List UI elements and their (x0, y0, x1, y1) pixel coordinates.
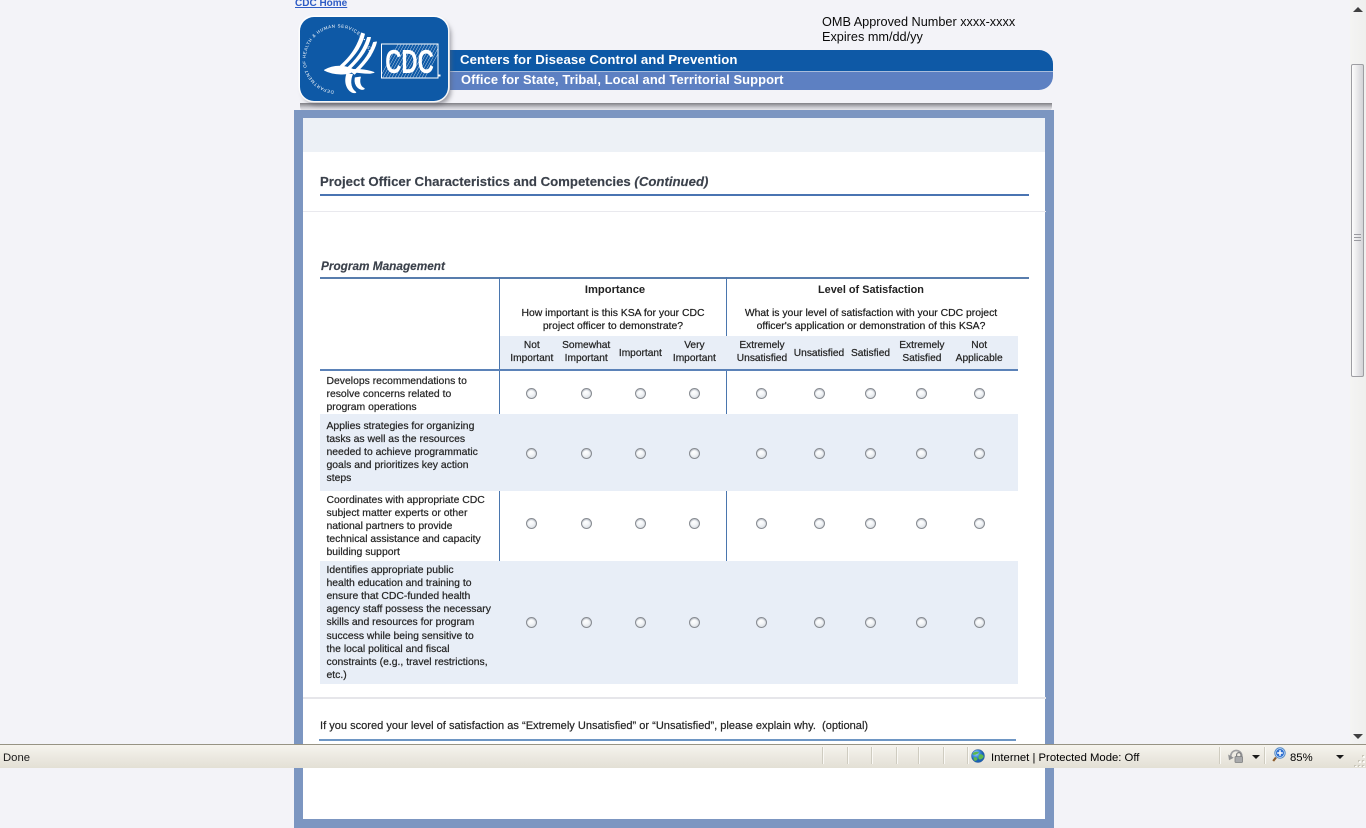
svg-text:CDC: CDC (385, 43, 434, 80)
